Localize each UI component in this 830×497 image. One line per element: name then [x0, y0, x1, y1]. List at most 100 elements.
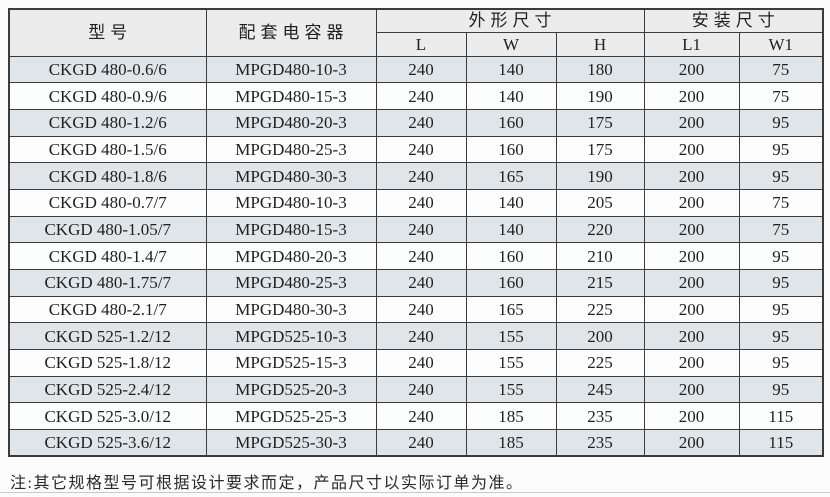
- dim-l-cell: 240: [375, 269, 467, 297]
- table-body: CKGD 480-0.6/6 MPGD480-10-3 240 140 180 200 75…: [8, 55, 824, 457]
- dim-h-cell: 235: [555, 402, 645, 431]
- dim-h-cell: 225: [555, 295, 645, 324]
- capacitor-cell: MPGD480-25-3: [205, 269, 377, 297]
- product-spec-table: 型号 配套电容器 外形尺寸 安装尺寸 L W H L1 W1 CKGD 480-…: [8, 8, 825, 458]
- capacitor-cell: MPGD480-10-3: [205, 55, 377, 84]
- footnote: 注:其它规格型号可根据设计要求而定，产品尺寸以实际订单为准。: [10, 475, 524, 492]
- dim-l-cell: 240: [375, 82, 467, 110]
- model-cell: CKGD 480-0.9/6: [8, 82, 207, 110]
- dim-w-cell: 165: [465, 162, 557, 190]
- dim-l1-cell: 200: [643, 82, 740, 110]
- dim-l-cell: 240: [375, 55, 467, 84]
- dim-l1-cell: 200: [643, 322, 740, 351]
- dim-l1-cell: 200: [643, 188, 740, 217]
- dim-l1-cell: 200: [643, 295, 740, 324]
- model-cell: CKGD 480-1.75/7: [8, 269, 207, 297]
- capacitor-cell: MPGD525-25-3: [205, 402, 377, 431]
- dim-l1-cell: 200: [643, 269, 740, 297]
- table-row: CKGD 525-2.4/12 MPGD525-20-3 240 155 245 200 9…: [8, 375, 824, 404]
- model-cell: CKGD 525-1.8/12: [8, 349, 207, 377]
- dim-w1-cell: 95: [738, 269, 824, 297]
- model-cell: CKGD 480-1.05/7: [8, 215, 207, 244]
- dim-w-cell: 140: [465, 55, 557, 84]
- table-row: CKGD 480-0.9/6 MPGD480-15-3 240 140 190 200 75: [8, 82, 824, 110]
- header-capacitor: 配套电容器: [205, 8, 377, 57]
- dim-l1-cell: 200: [643, 429, 740, 457]
- model-cell: CKGD 480-1.8/6: [8, 162, 207, 190]
- dim-h-cell: 205: [555, 188, 645, 217]
- dim-h-cell: 245: [555, 375, 645, 404]
- dim-w-cell: 140: [465, 82, 557, 110]
- dim-w1-cell: 95: [738, 242, 824, 270]
- dim-h-cell: 175: [555, 108, 645, 137]
- dim-w1-cell: 75: [738, 82, 824, 110]
- dim-w-cell: 160: [465, 135, 557, 164]
- dim-w-cell: 155: [465, 322, 557, 351]
- dim-l-cell: 240: [375, 162, 467, 190]
- dim-l1-cell: 200: [643, 375, 740, 404]
- table-header: 型号 配套电容器 外形尺寸 安装尺寸 L W H L1 W1: [8, 8, 824, 57]
- dim-l-cell: 240: [375, 108, 467, 137]
- table-row: CKGD 480-1.4/7 MPGD480-20-3 240 160 210 200 95: [8, 242, 824, 270]
- model-cell: CKGD 480-2.1/7: [8, 295, 207, 324]
- header-group-row: 型号 配套电容器 外形尺寸 安装尺寸: [8, 8, 824, 57]
- dim-h-cell: 180: [555, 55, 645, 84]
- dim-h-cell: 210: [555, 242, 645, 270]
- model-cell: CKGD 525-1.2/12: [8, 322, 207, 351]
- dim-w-cell: 185: [465, 429, 557, 457]
- table-row: CKGD 525-1.2/12 MPGD525-10-3 240 155 200 200 9…: [8, 322, 824, 351]
- table-row: CKGD 480-0.7/7 MPGD480-10-3 240 140 205 200 75: [8, 188, 824, 217]
- dim-l-cell: 240: [375, 429, 467, 457]
- dim-w-cell: 165: [465, 295, 557, 324]
- header-sub-row: L W H L1 W1: [9, 31, 824, 57]
- dim-l-cell: 240: [375, 295, 467, 324]
- capacitor-cell: MPGD525-20-3: [205, 375, 377, 404]
- table-row: CKGD 480-1.75/7 MPGD480-25-3 240 160 215 200 9…: [8, 269, 824, 297]
- dim-w1-cell: 95: [738, 322, 824, 351]
- header-w1: W1: [738, 31, 824, 57]
- header-h: H: [555, 31, 645, 57]
- capacitor-cell: MPGD525-15-3: [205, 349, 377, 377]
- dim-l-cell: 240: [375, 135, 467, 164]
- dim-l-cell: 240: [375, 322, 467, 351]
- model-cell: CKGD 525-2.4/12: [8, 375, 207, 404]
- dim-l1-cell: 200: [643, 402, 740, 431]
- dim-w-cell: 160: [465, 269, 557, 297]
- model-cell: CKGD 480-1.2/6: [8, 108, 207, 137]
- dim-h-cell: 190: [555, 162, 645, 190]
- capacitor-cell: MPGD525-10-3: [205, 322, 377, 351]
- table-row: CKGD 480-2.1/7 MPGD480-30-3 240 165 225 200 95: [8, 295, 824, 324]
- table-row: CKGD 525-1.8/12 MPGD525-15-3 240 155 225 200 9…: [8, 349, 824, 377]
- dim-l-cell: 240: [375, 215, 467, 244]
- dim-l1-cell: 200: [643, 108, 740, 137]
- header-l1: L1: [643, 31, 740, 57]
- dim-w-cell: 160: [465, 108, 557, 137]
- dim-h-cell: 220: [555, 215, 645, 244]
- model-cell: CKGD 525-3.6/12: [8, 429, 207, 457]
- capacitor-cell: MPGD480-25-3: [205, 135, 377, 164]
- dim-w1-cell: 95: [738, 162, 824, 190]
- dim-l-cell: 240: [375, 349, 467, 377]
- capacitor-cell: MPGD480-30-3: [205, 162, 377, 190]
- dim-w1-cell: 75: [738, 188, 824, 217]
- table-row: CKGD 525-3.0/12 MPGD525-25-3 240 185 235 200 1…: [8, 402, 824, 431]
- dim-w1-cell: 115: [738, 429, 824, 457]
- table-row: CKGD 480-1.5/6 MPGD480-25-3 240 160 175 200 95: [8, 135, 824, 164]
- capacitor-cell: MPGD480-30-3: [205, 295, 377, 324]
- table-row: CKGD 525-3.6/12 MPGD525-30-3 240 185 235 200 1…: [8, 429, 824, 457]
- table-row: CKGD 480-1.2/6 MPGD480-20-3 240 160 175 200 95: [8, 108, 824, 137]
- dim-w1-cell: 95: [738, 375, 824, 404]
- dim-w-cell: 140: [465, 188, 557, 217]
- dim-h-cell: 215: [555, 269, 645, 297]
- dim-w-cell: 140: [465, 215, 557, 244]
- capacitor-cell: MPGD480-20-3: [205, 242, 377, 270]
- dim-l-cell: 240: [375, 402, 467, 431]
- dim-l1-cell: 200: [643, 55, 740, 84]
- capacitor-cell: MPGD480-15-3: [205, 82, 377, 110]
- dim-l1-cell: 200: [643, 349, 740, 377]
- dim-h-cell: 235: [555, 429, 645, 457]
- capacitor-cell: MPGD480-20-3: [205, 108, 377, 137]
- table-row: CKGD 480-0.6/6 MPGD480-10-3 240 140 180 200 75: [8, 55, 824, 84]
- dim-w-cell: 185: [465, 402, 557, 431]
- dim-h-cell: 190: [555, 82, 645, 110]
